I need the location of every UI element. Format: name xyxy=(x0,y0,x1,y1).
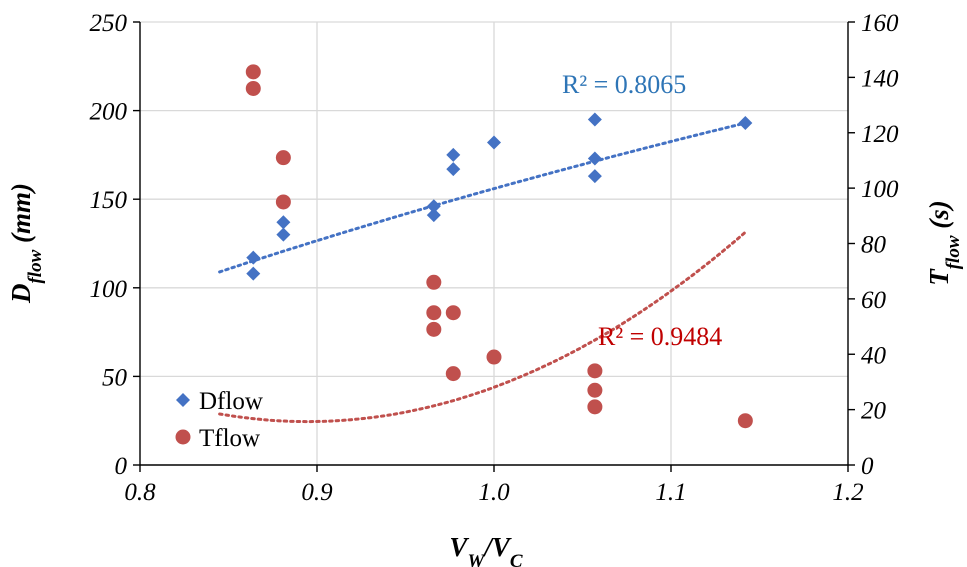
legend-tflow-label: Tflow xyxy=(199,425,260,452)
dflow-point xyxy=(246,250,261,265)
dflow-point xyxy=(276,215,291,230)
tflow-point xyxy=(587,399,603,415)
y-right-tick-label: 0 xyxy=(861,453,874,480)
tflow-point xyxy=(587,363,603,379)
tflow-r-squared-label: R² = 0.9484 xyxy=(598,322,722,351)
tflow-point xyxy=(445,305,461,321)
tflow-point xyxy=(445,366,461,382)
x-tick-labels: 0.8 0.9 1.0 1.1 1.2 xyxy=(124,479,863,506)
y-right-tick-label: 40 xyxy=(861,342,887,369)
y-left-tick-label: 50 xyxy=(102,364,128,391)
dflow-point xyxy=(426,208,441,223)
y-right-tick-label: 100 xyxy=(861,176,899,203)
tflow-point xyxy=(275,194,291,210)
dflow-point xyxy=(587,169,602,184)
legend-tflow-marker xyxy=(175,429,191,445)
dflow-point xyxy=(587,151,602,166)
dflow-point xyxy=(487,135,501,150)
x-tick-label: 1.1 xyxy=(655,479,686,506)
tflow-point xyxy=(587,382,603,398)
tflow-point xyxy=(737,413,753,429)
data-points xyxy=(245,64,753,429)
y-right-tick-label: 160 xyxy=(861,10,899,37)
legend-dflow-marker xyxy=(176,393,190,407)
tflow-point xyxy=(245,64,261,80)
dflow-point xyxy=(246,266,261,281)
y-right-axis-title: Tflow (s) xyxy=(924,200,964,286)
dflow-point xyxy=(446,147,461,162)
y-right-tick-label: 140 xyxy=(861,65,899,92)
dflow-point xyxy=(587,112,602,127)
tflow-trendline xyxy=(218,230,747,424)
x-axis-title: VW/VC xyxy=(449,532,522,567)
tflow-point xyxy=(426,321,442,337)
x-tick-label: 0.8 xyxy=(124,479,156,506)
y-left-tick-labels: 0 50 100 150 200 250 xyxy=(90,10,128,480)
y-left-tick-label: 200 xyxy=(90,99,128,126)
dflow-r-squared-label: R² = 0.8065 xyxy=(562,70,686,99)
legend-dflow-label: Dflow xyxy=(199,388,263,415)
tflow-point xyxy=(275,150,291,166)
x-tick-label: 0.9 xyxy=(301,479,333,506)
dflow-point xyxy=(276,227,291,242)
y-left-tick-label: 250 xyxy=(90,10,128,37)
dflow-point xyxy=(446,162,461,177)
tflow-point xyxy=(245,80,261,96)
y-left-tick-label: 100 xyxy=(90,276,128,303)
trendlines xyxy=(218,121,747,424)
dflow-trendline xyxy=(218,121,747,274)
x-tick-label: 1.2 xyxy=(832,479,863,506)
axes xyxy=(133,21,855,472)
y-right-tick-label: 80 xyxy=(861,232,887,259)
tflow-point xyxy=(426,305,442,321)
y-left-axis-title: Dflow (mm) xyxy=(6,183,46,304)
legend: Dflow Tflow xyxy=(175,388,263,452)
y-left-tick-label: 150 xyxy=(90,187,128,214)
y-right-tick-labels: 0 20 40 60 80 100 120 140 160 xyxy=(861,10,899,480)
y-left-tick-label: 0 xyxy=(115,453,128,480)
y-right-tick-label: 60 xyxy=(861,287,887,314)
tflow-point xyxy=(426,274,442,290)
y-right-tick-label: 20 xyxy=(861,398,887,425)
x-tick-label: 1.0 xyxy=(478,479,510,506)
dflow-point xyxy=(426,199,441,214)
dflow-point xyxy=(738,116,753,131)
y-right-tick-label: 120 xyxy=(861,121,899,148)
tflow-point xyxy=(486,349,502,365)
grid-lines xyxy=(140,21,848,465)
